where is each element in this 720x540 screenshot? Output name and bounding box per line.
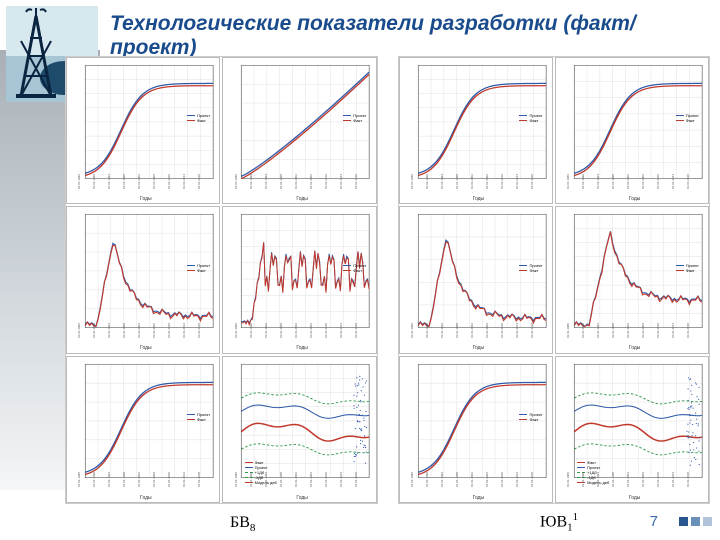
- chart-noisy: ПроектФактГоды01.01.198601.01.199001.01.…: [222, 206, 376, 353]
- chart-s-curve: ПроектФактГоды01.01.198601.01.199001.01.…: [399, 356, 553, 503]
- page-number: 7: [650, 513, 658, 530]
- caption-left: БВ8: [230, 514, 255, 534]
- panel-uv1: ПроектФактГоды01.01.198601.01.199001.01.…: [398, 56, 711, 504]
- chart-bands: ФактПроект+1Дб-1ДбМодель дебГоды01.01.19…: [222, 356, 376, 503]
- panel-bv8: ПроектФактГоды01.01.198601.01.199001.01.…: [65, 56, 378, 504]
- chart-grids: ПроектФактГоды01.01.198601.01.199001.01.…: [65, 56, 710, 504]
- chart-peak: ПроектФактГоды01.01.198601.01.199001.01.…: [555, 206, 709, 353]
- chart-peak: ПроектФактГоды01.01.198601.01.199001.01.…: [399, 206, 553, 353]
- footer-dots: [679, 517, 712, 526]
- slide-title: Технологические показатели разработки (ф…: [110, 12, 710, 60]
- chart-peak: ПроектФактГоды01.01.198601.01.199001.01.…: [66, 206, 220, 353]
- chart-s-curve: ПроектФактГоды01.01.198601.01.199001.01.…: [555, 57, 709, 204]
- chart-s-curve: ПроектФактГоды01.01.198601.01.199001.01.…: [222, 57, 376, 204]
- chart-s-curve: ПроектФактГоды01.01.198601.01.199001.01.…: [66, 356, 220, 503]
- chart-bands: ФактПроект+1Дб-1ДбМодель дебГоды01.01.19…: [555, 356, 709, 503]
- chart-s-curve: ПроектФактГоды01.01.198601.01.199001.01.…: [399, 57, 553, 204]
- caption-right: ЮВ11: [540, 511, 578, 534]
- chart-s-curve: ПроектФактГоды01.01.198601.01.199001.01.…: [66, 57, 220, 204]
